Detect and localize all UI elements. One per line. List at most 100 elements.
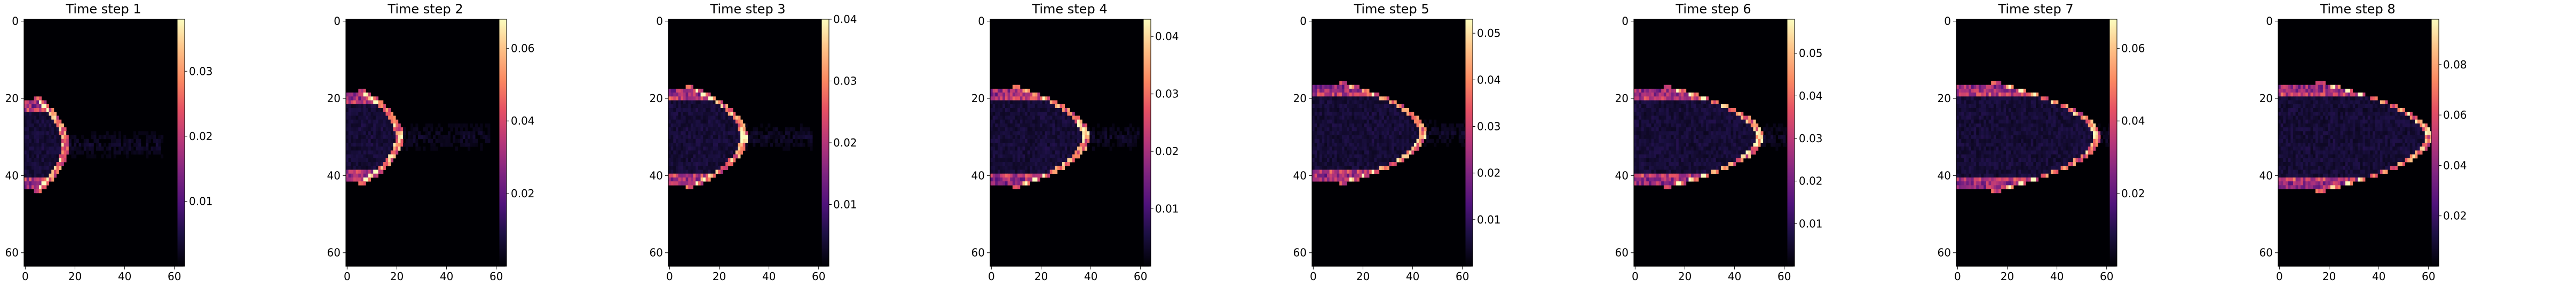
heatmap-cell	[460, 131, 463, 135]
heatmap-cell	[1349, 92, 1352, 97]
heatmap-cell	[675, 154, 679, 159]
heatmap-cell	[1684, 123, 1687, 128]
heatmap-cell	[31, 135, 35, 140]
heatmap-cell	[1364, 154, 1367, 159]
heatmap-cell	[698, 177, 701, 182]
heatmap-cell	[1676, 119, 1679, 124]
heatmap-cell	[348, 177, 351, 182]
heatmap-cell	[1379, 96, 1382, 101]
heatmap-cell	[1641, 177, 1645, 182]
heatmap-cell	[1691, 138, 1694, 143]
heatmap-cell	[480, 127, 483, 132]
heatmap-cell	[1673, 173, 1677, 178]
heatmap-cell	[465, 127, 468, 132]
heatmap-cell	[346, 115, 349, 120]
heatmap-cell	[46, 146, 49, 151]
heatmap-cell	[1007, 158, 1010, 163]
heatmap-cell	[1312, 96, 1315, 101]
heatmap-cell	[748, 135, 751, 140]
heatmap-cell	[738, 127, 741, 132]
heatmap-cell	[1634, 143, 1637, 147]
heatmap-cell	[1354, 84, 1357, 89]
heatmap-cell	[1007, 162, 1010, 166]
heatmap-cell	[41, 173, 44, 178]
heatmap-cell	[703, 127, 706, 132]
heatmap-cell	[1079, 150, 1082, 155]
heatmap-cell	[56, 154, 59, 159]
heatmap-cell	[1711, 158, 1714, 163]
heatmap-cell	[1042, 143, 1045, 147]
heatmap-cell	[720, 100, 723, 105]
heatmap-cell	[1661, 135, 1664, 140]
heatmap-cell	[1413, 146, 1417, 151]
heatmap-cell	[348, 104, 351, 109]
heatmap-cell	[1646, 115, 1649, 120]
heatmap-cell	[1458, 131, 1461, 135]
heatmap-cell	[1396, 138, 1400, 143]
heatmap-cell	[41, 181, 44, 186]
heatmap-cell	[1634, 162, 1637, 166]
heatmap-cell	[24, 146, 27, 151]
heatmap-cell	[1092, 146, 1095, 151]
heatmap-cell	[472, 135, 476, 140]
heatmap-cell	[38, 100, 42, 105]
colorbar-tick-label: 0.03	[1799, 132, 1823, 145]
heatmap-cell	[700, 146, 704, 151]
heatmap-cell	[1017, 166, 1021, 170]
heatmap-cell	[93, 154, 97, 159]
heatmap-cell	[1314, 143, 1317, 147]
heatmap-cell	[1780, 123, 1783, 128]
heatmap-cell	[1339, 154, 1342, 159]
heatmap-cell	[485, 138, 488, 143]
heatmap-cell	[710, 100, 714, 105]
heatmap-cell	[713, 143, 716, 147]
heatmap-cell	[678, 166, 681, 170]
heatmap-cell	[1002, 158, 1006, 163]
heatmap-cell	[1663, 131, 1666, 135]
heatmap-cell	[388, 135, 391, 140]
heatmap-cell	[1352, 127, 1355, 132]
heatmap-cell	[1691, 115, 1694, 120]
heatmap-cell	[1022, 115, 1025, 120]
heatmap-cell	[760, 123, 763, 128]
heatmap-cell	[1701, 150, 1704, 155]
heatmap-cell	[1042, 169, 1045, 174]
heatmap-cell	[1062, 131, 1065, 135]
heatmap-cell	[1389, 138, 1392, 143]
heatmap-cell	[1037, 169, 1040, 174]
heatmap-cell	[31, 100, 35, 105]
heatmap-cell	[61, 127, 64, 132]
heatmap-cell	[730, 162, 733, 166]
heatmap-cell	[1641, 135, 1645, 140]
heatmap-cell	[1701, 96, 1704, 101]
heatmap-cell	[1030, 173, 1033, 178]
heatmap-cell	[1354, 143, 1357, 147]
colorbar-tick-label: 0.04	[511, 114, 535, 127]
heatmap-cell	[1042, 150, 1045, 155]
heatmap-cell	[1030, 119, 1033, 124]
heatmap-cell	[1756, 127, 1759, 132]
heatmap-cell	[1002, 169, 1006, 174]
heatmap-cell	[1956, 84, 1959, 89]
heatmap-cell	[725, 119, 729, 124]
heatmap-cell	[1349, 166, 1352, 170]
heatmap-cell	[700, 96, 704, 101]
heatmap-cell	[698, 100, 701, 105]
heatmap-cell	[693, 104, 696, 109]
heatmap-cell	[992, 162, 995, 166]
heatmap-cell	[383, 138, 386, 143]
heatmap-cell	[146, 146, 149, 151]
heatmap-cell	[1671, 108, 1674, 112]
heatmap-cell	[360, 135, 364, 140]
x-tick-label: 0	[1310, 270, 1317, 283]
heatmap-cell	[36, 169, 39, 174]
heatmap-cell	[1379, 154, 1382, 159]
heatmap-cell	[670, 100, 674, 105]
heatmap-cell	[735, 123, 738, 128]
heatmap-cell	[1439, 135, 1442, 140]
heatmap-cell	[346, 138, 349, 143]
heatmap-cell	[1681, 177, 1684, 182]
heatmap-cell	[733, 158, 736, 163]
heatmap-cell	[1040, 112, 1043, 116]
heatmap-cell	[1738, 154, 1741, 159]
